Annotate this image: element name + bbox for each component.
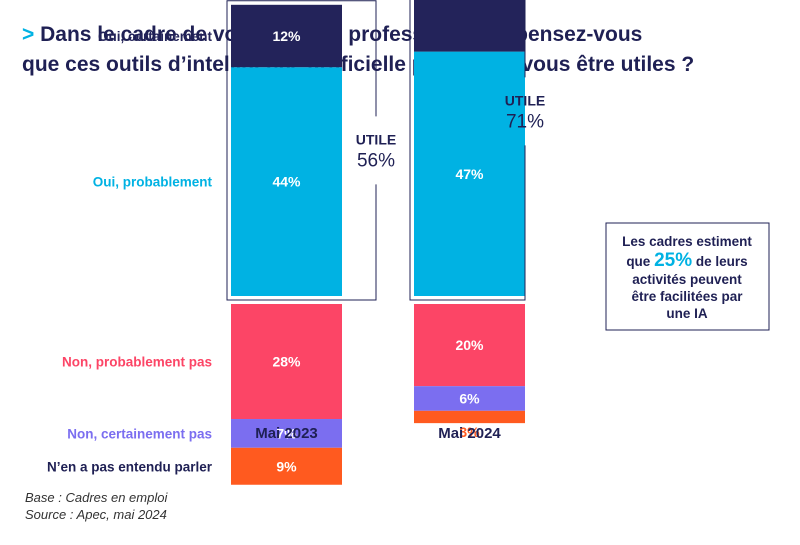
useful-label: UTILE <box>505 92 545 108</box>
legend-label: N’en a pas entendu parler <box>47 459 213 474</box>
useful-label: UTILE <box>356 131 396 147</box>
callout-box: Les cadres estiment que 25% de leurs act… <box>605 222 770 331</box>
bar-segment <box>414 386 525 411</box>
useful-total: 71% <box>506 111 544 132</box>
useful-bracket <box>226 0 377 301</box>
bar-segment <box>231 4 342 68</box>
x-axis-labels: Mai 2023 Mai 2024 <box>255 425 501 442</box>
source-origin: Source : Apec, mai 2024 <box>25 507 167 522</box>
callout-rest: de leurs <box>696 254 748 269</box>
callout-line-4: être facilitées par <box>631 289 743 304</box>
callout-line-2: que 25% de leurs <box>626 250 747 271</box>
bar-value-label: 28% <box>272 354 301 370</box>
bar-value-label: 12% <box>272 28 301 44</box>
legend-label: Oui, certainement <box>98 29 213 44</box>
bar-segment <box>414 304 525 387</box>
useful-brackets: UTILE 56% UTILE 71% <box>226 0 545 301</box>
bar-value-label: 20% <box>455 337 484 353</box>
legend-label: Oui, probablement <box>93 175 213 190</box>
bar-segment <box>414 0 525 52</box>
bar-segment <box>231 67 342 296</box>
bars: 44%12%28%7%9%47%24%20%6%3% <box>231 0 525 485</box>
bar-value-label: 44% <box>272 174 301 190</box>
callout-highlight: 25% <box>654 250 692 271</box>
title-line-2: que ces outils d’intelligence artificiel… <box>22 53 695 76</box>
x-axis-category-label: Mai 2023 <box>255 425 318 442</box>
source-base: Base : Cadres en emploi <box>25 490 168 505</box>
title-arrow: > <box>22 23 35 46</box>
source-note: Base : Cadres en emploi Source : Apec, m… <box>25 489 167 523</box>
callout-line-1: Les cadres estiment <box>622 234 752 249</box>
bar-segment <box>231 304 342 420</box>
bar-segment <box>231 419 342 448</box>
useful-total: 56% <box>357 150 395 171</box>
useful-bracket <box>409 0 526 301</box>
callout-que: que <box>626 254 650 269</box>
bar-value-label: 3% <box>459 424 480 440</box>
callout-line-3: activités peuvent <box>632 272 742 287</box>
legend-label: Non, probablement pas <box>62 355 212 370</box>
bar-segment <box>414 51 525 296</box>
bar-segment <box>414 410 525 424</box>
bar-value-label: 6% <box>459 390 480 406</box>
legend: Oui, certainement Oui, probablement Non, p… <box>47 29 213 474</box>
callout-line-5: une IA <box>666 306 708 321</box>
bar-segment <box>231 447 342 485</box>
bar-value-label: 47% <box>455 166 484 182</box>
legend-label: Non, certainement pas <box>67 426 212 441</box>
bar-value-label: 7% <box>276 425 297 441</box>
x-axis-category-label: Mai 2024 <box>438 425 501 442</box>
bar-value-label: 9% <box>276 458 297 474</box>
